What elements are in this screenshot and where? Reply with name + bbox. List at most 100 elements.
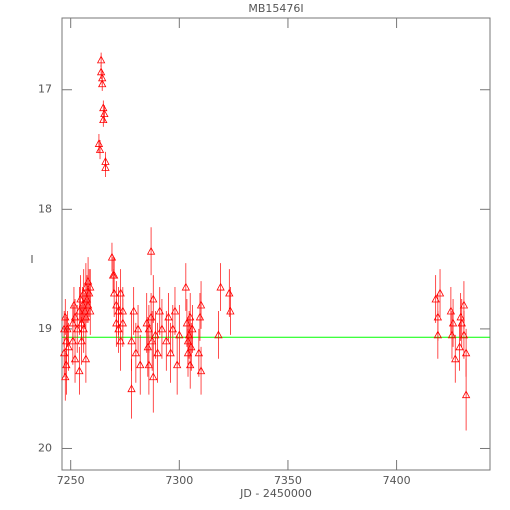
marker — [60, 348, 69, 357]
marker — [456, 312, 465, 321]
marker — [448, 318, 458, 327]
marker — [112, 318, 121, 327]
marker — [435, 288, 445, 297]
marker — [98, 73, 107, 82]
marker — [184, 330, 194, 339]
plot-frame — [61, 17, 491, 471]
x-tick-label: 7250 — [57, 474, 85, 487]
marker — [146, 246, 156, 255]
marker — [461, 390, 471, 399]
marker — [116, 336, 125, 345]
marker — [127, 384, 136, 393]
marker — [149, 372, 158, 381]
marker — [83, 300, 93, 309]
marker — [99, 103, 108, 112]
marker — [70, 354, 80, 363]
marker — [101, 163, 110, 171]
y-tick-label: 18 — [38, 202, 52, 215]
marker — [96, 67, 106, 76]
marker — [144, 324, 154, 333]
marker — [77, 336, 86, 345]
y-tick-label: 20 — [38, 441, 52, 454]
marker — [187, 342, 196, 351]
marker — [86, 306, 95, 315]
marker — [459, 300, 469, 309]
marker — [151, 330, 160, 339]
marker — [80, 306, 89, 315]
chart-title: MB15476I — [248, 2, 303, 15]
marker — [433, 330, 443, 339]
marker — [98, 79, 107, 88]
marker — [225, 288, 234, 297]
marker — [182, 318, 192, 327]
marker — [64, 342, 73, 351]
marker — [455, 342, 464, 351]
marker — [457, 318, 466, 327]
marker — [181, 282, 191, 291]
marker — [83, 276, 93, 285]
marker — [75, 366, 84, 375]
marker — [143, 342, 152, 351]
marker — [155, 306, 164, 315]
marker — [172, 360, 182, 369]
marker — [96, 55, 106, 64]
x-tick-label: 7300 — [165, 474, 193, 487]
marker — [76, 294, 85, 303]
marker — [461, 348, 471, 357]
marker — [94, 139, 104, 147]
marker — [168, 324, 177, 333]
y-tick-label: 19 — [38, 322, 52, 335]
marker — [81, 282, 91, 291]
marker — [61, 312, 70, 321]
marker — [68, 336, 78, 345]
marker — [78, 300, 87, 309]
y-axis-label: I — [30, 253, 33, 266]
marker — [133, 324, 143, 333]
marker — [63, 324, 72, 333]
marker — [153, 348, 162, 357]
marker — [196, 300, 206, 309]
marker — [62, 360, 71, 369]
marker — [188, 324, 197, 333]
marker — [99, 115, 108, 124]
marker — [127, 336, 136, 345]
marker — [451, 354, 460, 363]
marker — [196, 366, 206, 375]
marker — [162, 336, 171, 345]
marker — [216, 282, 225, 291]
marker — [170, 306, 180, 315]
marker — [144, 360, 154, 369]
marker — [82, 294, 92, 303]
marker — [109, 270, 119, 279]
marker — [61, 372, 70, 381]
marker — [459, 330, 469, 339]
marker — [186, 312, 195, 321]
marker — [157, 324, 167, 333]
marker — [183, 348, 193, 357]
marker — [81, 354, 91, 363]
marker — [116, 288, 125, 297]
marker — [75, 306, 84, 315]
marker — [142, 318, 151, 327]
marker — [70, 312, 80, 321]
marker — [226, 306, 235, 315]
marker — [73, 324, 82, 333]
marker — [129, 306, 138, 315]
marker — [118, 306, 128, 315]
marker — [109, 288, 119, 297]
marker — [107, 252, 117, 261]
y-tick-label: 17 — [38, 83, 52, 96]
x-tick-label: 7350 — [274, 474, 302, 487]
x-axis-label: JD - 2450000 — [239, 487, 312, 500]
marker — [195, 312, 205, 321]
marker — [84, 288, 94, 297]
marker — [431, 294, 440, 303]
marker — [175, 330, 184, 339]
marker — [214, 330, 223, 339]
marker — [114, 324, 123, 333]
marker — [95, 145, 105, 153]
marker — [79, 288, 88, 297]
marker — [100, 109, 109, 118]
marker — [166, 348, 175, 357]
marker — [136, 360, 145, 369]
